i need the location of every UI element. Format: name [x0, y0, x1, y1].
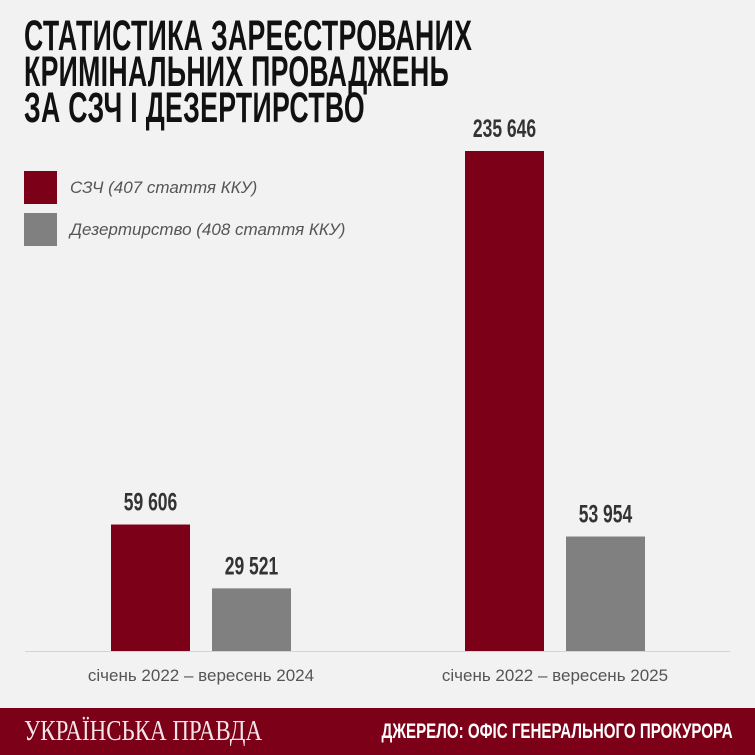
- bar: [465, 151, 544, 651]
- legend-label: СЗЧ (407 стаття ККУ): [70, 177, 258, 197]
- data-label: 59 606: [124, 487, 177, 516]
- title-line: ЗА СЗЧ І ДЕЗЕРТИРСТВО: [24, 84, 365, 132]
- bar-chart: 59 606 29 521 січень 2022 – вересень 2024 2…: [25, 114, 730, 685]
- legend-item-szch: СЗЧ (407 стаття ККУ): [24, 171, 345, 204]
- bar: [566, 536, 645, 651]
- data-label: 53 954: [579, 499, 632, 528]
- legend-swatch: [24, 213, 57, 246]
- footer: УКРАЇНСЬКА ПРАВДА ДЖЕРЕЛО: ОФІС ГЕНЕРАЛЬ…: [0, 708, 755, 755]
- chart-title: СТАТИСТИКА ЗАРЕЄСТРОВАНИХ КРИМІНАЛЬНИХ П…: [24, 12, 473, 132]
- title-line: КРИМІНАЛЬНИХ ПРОВАДЖЕНЬ: [24, 48, 450, 96]
- bar: [111, 524, 190, 651]
- data-label: 29 521: [225, 551, 278, 580]
- legend-swatch: [24, 171, 57, 204]
- x-tick-label: січень 2022 – вересень 2024: [88, 666, 314, 685]
- bar: [212, 588, 291, 651]
- legend-item-desertion: Дезертирство (408 стаття ККУ): [24, 213, 345, 246]
- data-label: 235 646: [473, 114, 536, 143]
- legend-label: Дезертирство (408 стаття ККУ): [70, 219, 346, 239]
- title-line: СТАТИСТИКА ЗАРЕЄСТРОВАНИХ: [24, 12, 473, 60]
- legend: СЗЧ (407 стаття ККУ) Дезертирство (408 с…: [24, 171, 345, 255]
- source-note: ДЖЕРЕЛО: ОФІС ГЕНЕРАЛЬНОГО ПРОКУРОРА: [381, 720, 733, 743]
- brand-logo: УКРАЇНСЬКА ПРАВДА: [24, 716, 263, 747]
- x-tick-label: січень 2022 – вересень 2025: [442, 666, 668, 685]
